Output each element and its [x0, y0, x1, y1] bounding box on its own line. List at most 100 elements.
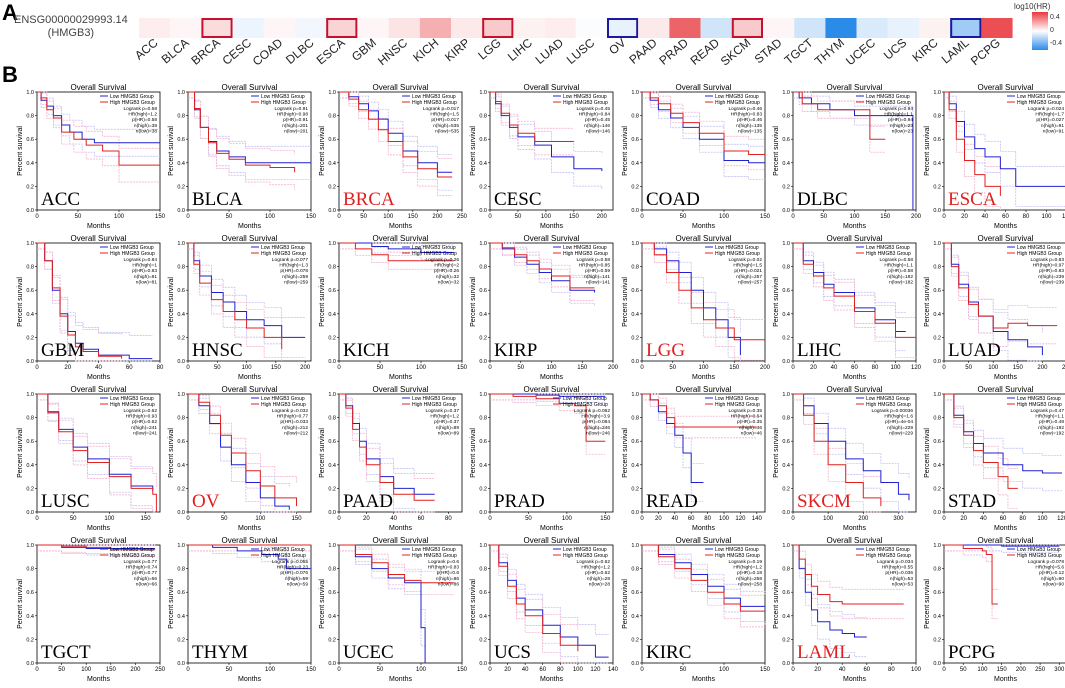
km-curve-high [188, 242, 283, 350]
km-ylabel: Percent survival [622, 126, 629, 176]
km-ytick-label: 0.0 [328, 661, 336, 667]
km-ci-high-band [793, 242, 916, 318]
km-curve-high [339, 242, 454, 262]
km-ytick-label: 0.6 [26, 137, 34, 143]
km-xtick-label: 200 [608, 365, 619, 371]
km-stat: n(high)=192 [1038, 425, 1064, 431]
km-stat: Logrank p=0.83 [1031, 257, 1065, 263]
km-svg: Overall Survival 0.0 0.2 0.4 0.6 0.8 1.0 Percen… [319, 385, 463, 532]
km-stat: Logrank p=0.062 [574, 408, 610, 414]
km-xtick-label: 50 [960, 667, 967, 673]
km-stat: Logrank p=0.032 [272, 408, 308, 414]
km-legend-low: Low HMGB3 Group [412, 245, 456, 251]
km-frame [187, 91, 312, 211]
km-ytick-label: 0.2 [631, 184, 639, 190]
km-ytick-label: 0.8 [328, 114, 336, 120]
km-ytick-label: 0.2 [782, 637, 790, 643]
km-xtick-label: 0 [640, 365, 644, 371]
km-xtick-label: 100 [988, 365, 999, 371]
km-stat: n(low)=201 [284, 128, 308, 134]
km-cancer-label: HNSC [192, 340, 243, 361]
km-ylabel: Percent survival [17, 126, 24, 176]
km-plot-prad: Overall Survival 0.0 0.2 0.4 0.6 0.8 1.0 Percen… [469, 384, 617, 537]
km-ci-low-band [642, 399, 704, 503]
km-plot-ov: Overall Survival 0.0 0.2 0.4 0.6 0.8 1.0 Percen… [167, 384, 315, 537]
heatmap-label-read: READ [688, 35, 723, 67]
km-legend-low: Low HMGB3 Group [261, 396, 305, 402]
heatmap-legend-tick: 0.4 [1050, 14, 1060, 21]
km-svg: Overall Survival 0.0 0.2 0.4 0.6 0.8 1.0 Percen… [622, 83, 771, 230]
km-legend-low: Low HMGB3 Group [261, 94, 305, 100]
km-legend-high: High HMGB3 Group [261, 402, 306, 408]
km-title: Overall Survival [977, 385, 1033, 394]
km-ci-high-band [37, 248, 122, 362]
km-legend-high: High HMGB3 Group [412, 553, 457, 559]
km-ylabel: Percent survival [319, 579, 326, 629]
km-xlabel: Months [692, 223, 715, 230]
km-stat: HR(high)=0.97 [1033, 263, 1065, 269]
km-frame [338, 91, 463, 211]
km-title: Overall Survival [372, 83, 428, 92]
km-curve-high [642, 91, 765, 156]
km-ci-high-band [37, 550, 156, 557]
km-stat: n(high)=90 [1041, 576, 1064, 582]
km-svg: Overall Survival 0.0 0.2 0.4 0.6 0.8 1.0 Percen… [319, 83, 468, 230]
km-xlabel: Months [540, 374, 563, 381]
km-cancer-label: KICH [343, 340, 390, 361]
km-legend-low: Low HMGB3 Group [563, 245, 607, 251]
km-ci-high-band [642, 550, 765, 628]
km-cancer-label: ACC [41, 189, 80, 210]
km-stat: p(HR)=0.48 [1039, 419, 1064, 425]
km-legend-low: Low HMGB3 Group [715, 547, 759, 553]
km-curve-high [490, 544, 579, 652]
km-xlabel: Months [843, 525, 866, 532]
km-stat: Logrank p=0.024 [1028, 106, 1064, 112]
panel-b-label: B [2, 62, 18, 87]
km-ytick-label: 0.8 [933, 265, 941, 271]
km-ytick-label: 1.0 [177, 90, 185, 96]
heatmap-label-esca: ESCA [314, 36, 348, 68]
km-xlabel: Months [87, 223, 110, 230]
km-xtick-label: 80 [157, 365, 164, 371]
km-curve-high [944, 242, 1058, 329]
km-ytick-label: 0.2 [177, 637, 185, 643]
km-title: Overall Survival [826, 385, 882, 394]
heatmap-label-ucs: UCS [881, 36, 909, 63]
km-ci-low-band [339, 544, 426, 640]
km-legend-high: High HMGB3 Group [412, 251, 457, 257]
km-xtick-label: 0 [791, 214, 795, 220]
km-xtick-label: 50 [525, 516, 532, 522]
km-stat: n(low)=38 [136, 128, 158, 134]
km-stat: n(high)=86 [436, 576, 459, 582]
km-xlabel: Months [994, 223, 1017, 230]
km-ytick-label: 0.6 [631, 590, 639, 596]
km-legend-high: High HMGB3 Group [1017, 553, 1062, 559]
km-xtick-label: 60 [1000, 516, 1007, 522]
km-xlabel: Months [389, 676, 412, 683]
km-stat: n(high)=28 [587, 576, 610, 582]
km-stat: Logrank p=0.35 [729, 408, 763, 414]
km-curve-high [793, 91, 886, 140]
km-stat: HR(high)=0.23 [277, 565, 309, 571]
km-stat: n(low)=246 [586, 430, 610, 436]
km-stat: n(low)=81 [136, 279, 158, 285]
km-cancer-label: STAD [948, 491, 996, 512]
km-xtick-label: 40 [671, 516, 678, 522]
km-stat: Logrank p=0.00036 [872, 408, 914, 414]
km-svg: Overall Survival 0.0 0.2 0.4 0.6 0.8 1.0 Percen… [17, 536, 166, 683]
km-xtick-label: 80 [872, 365, 879, 371]
km-stat: HR(high)=1.1 [1035, 414, 1064, 420]
km-ylabel: Percent survival [773, 126, 780, 176]
km-stat: n(low)=46 [741, 430, 763, 436]
km-stat: n(low)=241 [133, 430, 157, 436]
km-xtick-label: 100 [719, 667, 730, 673]
km-xtick-label: 100 [719, 516, 730, 522]
km-legend-high: High HMGB3 Group [261, 100, 306, 106]
km-ytick-label: 1.0 [782, 90, 790, 96]
heatmap-cell-paad [638, 18, 670, 38]
km-title: Overall Survival [372, 234, 428, 243]
heatmap-cell-luad [544, 18, 576, 38]
km-stat: Logrank p=0.37 [426, 408, 460, 414]
km-stat: HR(high)=1.2 [128, 112, 157, 118]
km-ci-high-band [642, 248, 765, 361]
